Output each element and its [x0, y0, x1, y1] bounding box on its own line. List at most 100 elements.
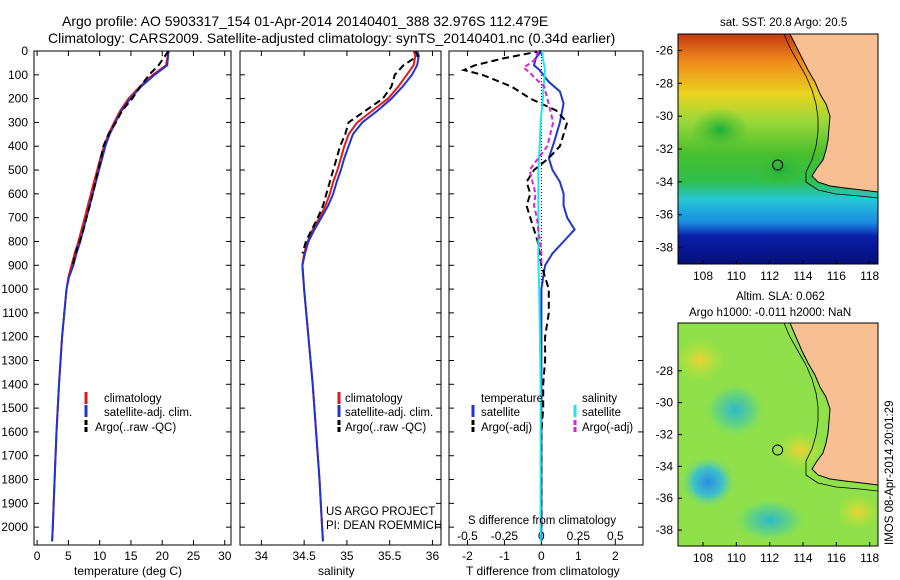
x-tick-label: 34: [255, 549, 269, 563]
map-x-tick-label: 112: [760, 551, 779, 565]
salinity-panel: 34 34.5 35 35.5 36 salinity: [239, 50, 442, 578]
land-mass: [789, 34, 878, 193]
header-line1: Argo profile: AO 5903317_154 01-Apr-2014…: [62, 13, 548, 29]
x-axis-label: salinity: [318, 564, 355, 578]
sla-eddy: [678, 338, 726, 382]
y-tick-label: 300: [8, 115, 28, 129]
y-tick-label: 1900: [1, 496, 28, 510]
y-tick-label: 1600: [1, 425, 28, 439]
map-x-tick-label: 110: [727, 551, 746, 565]
series-line-satellite-adj-clim: [301, 50, 420, 542]
series-line-satellite-temperature: [532, 50, 576, 542]
legend-label-climatology: climatology: [345, 393, 403, 405]
map-y-tick-label: -28: [656, 76, 674, 90]
y-tick-label: 900: [8, 258, 28, 272]
legend-heading-temperature: temperature: [481, 393, 543, 405]
x-tick-label: 10: [93, 549, 107, 563]
map-x-tick-label: 112: [760, 269, 779, 283]
map-x-tick-label: 114: [793, 551, 812, 565]
map-y-tick-label: -34: [656, 459, 674, 473]
top-tick-label: -0.25: [491, 529, 519, 543]
y-tick-label: 100: [8, 68, 28, 82]
y-tick-label: 600: [8, 187, 28, 201]
map-y-tick-label: -30: [656, 396, 674, 410]
top-tick-label: 0.25: [567, 529, 591, 543]
x-tick-label: 20: [156, 549, 170, 563]
x-tick-label: 36: [426, 549, 440, 563]
map-x-tick-label: 116: [827, 269, 846, 283]
temperature-legend: climatology satellite-adj. clim. Argo(..…: [84, 392, 192, 434]
x-axis-label: T difference from climatology: [466, 564, 620, 578]
map-y-tick-label: -32: [656, 428, 674, 442]
x-tick-label: 2: [612, 549, 619, 563]
legend-label-argo: Argo(..raw -QC): [345, 422, 426, 434]
sst-map: sat. SST: 20.8 Argo: 20.5: [677, 17, 879, 265]
sla-map: Altim. SLA: 0.062 Argo h1000: -0.011 h20…: [677, 291, 879, 547]
y-tick-label: 0: [21, 44, 28, 58]
top-tick-label: -0.5: [457, 529, 478, 543]
series-line-argo-raw-qc: [71, 50, 170, 266]
pi-credit: PI: DEAN ROEMMICH: [326, 520, 442, 532]
x-tick-label: -2: [462, 549, 473, 563]
difference-legend: temperature salinity satellite Argo(-adj…: [468, 393, 633, 527]
map-x-tick-label: 114: [793, 269, 812, 283]
map-x-tick-label: 108: [693, 551, 713, 565]
shelf-contour: [783, 323, 878, 492]
map-y-tick-label: -38: [656, 523, 674, 537]
map-x-tick-label: 110: [727, 269, 746, 283]
map-y-tick-label: -32: [656, 142, 674, 156]
plot-frame: [448, 50, 644, 546]
y-tick-label: 1200: [1, 330, 28, 344]
legend-label-satellite-adj: satellite-adj. clim.: [345, 407, 433, 419]
y-tick-label: 500: [8, 163, 28, 177]
map-y-tick-label: -30: [656, 109, 674, 123]
series-line-argo-raw-qc: [301, 50, 420, 254]
map-x-tick-label: 108: [693, 269, 713, 283]
series-line-argo-adj-salinity: [521, 50, 555, 266]
map-y-tick-label: -28: [656, 364, 674, 378]
sla-eddy: [678, 454, 738, 510]
y-tick-label: 1300: [1, 353, 28, 367]
sla-map-title-line2: Argo h1000: -0.011 h2000: NaN: [689, 307, 851, 319]
s-difference-axis-label: S difference from climatology: [468, 515, 616, 527]
legend-label-satellite-adj: satellite-adj. clim.: [104, 407, 192, 419]
legend-label-t-satellite: satellite: [481, 407, 520, 419]
land-mass: [789, 323, 878, 486]
sla-eddy: [836, 494, 878, 530]
plot-frame: [33, 50, 232, 546]
y-tick-label: 1000: [1, 282, 28, 296]
x-tick-label: 35: [340, 549, 354, 563]
legend-heading-salinity: salinity: [582, 393, 617, 405]
map-axes: 108 110 112 114 116 118 -26 -28 -30 -32 -34 -36 -38 1…: [656, 43, 880, 565]
legend-label-t-argo: Argo(-adj): [481, 422, 532, 434]
sla-eddy: [776, 430, 824, 470]
difference-panel: -2 -1 0 1 2T difference from climatology -0.5…: [448, 50, 644, 578]
y-tick-label: 1400: [1, 377, 28, 391]
map-y-tick-label: -36: [656, 208, 674, 222]
y-tick-label: 1800: [1, 473, 28, 487]
y-tick-label: 1500: [1, 401, 28, 415]
map-y-tick-label: -34: [656, 175, 674, 189]
x-tick-label: 25: [187, 549, 201, 563]
x-tick-label: 0: [538, 549, 545, 563]
x-tick-label: -1: [499, 549, 510, 563]
sla-map-title-line1: Altim. SLA: 0.062: [736, 291, 825, 303]
map-y-tick-label: -26: [656, 43, 674, 57]
y-tick-label: 800: [8, 234, 28, 248]
map-x-tick-label: 118: [860, 551, 879, 565]
argo-position-marker: [772, 444, 784, 456]
argo-position-marker: [772, 159, 784, 171]
salinity-legend: climatology satellite-adj. clim. Argo(..…: [326, 392, 442, 532]
map-x-tick-label: 116: [827, 551, 846, 565]
shelf-contour: [783, 34, 878, 199]
x-tick-label: 34.5: [292, 549, 316, 563]
plot-frame: [239, 50, 442, 546]
x-tick-label: 1: [575, 549, 582, 563]
map-x-tick-label: 118: [860, 269, 879, 283]
y-tick-label: 1700: [1, 449, 28, 463]
y-tick-label: 700: [8, 211, 28, 225]
map-y-tick-label: -36: [656, 491, 674, 505]
sst-map-title: sat. SST: 20.8 Argo: 20.5: [720, 17, 847, 29]
y-tick-label: 200: [8, 92, 28, 106]
